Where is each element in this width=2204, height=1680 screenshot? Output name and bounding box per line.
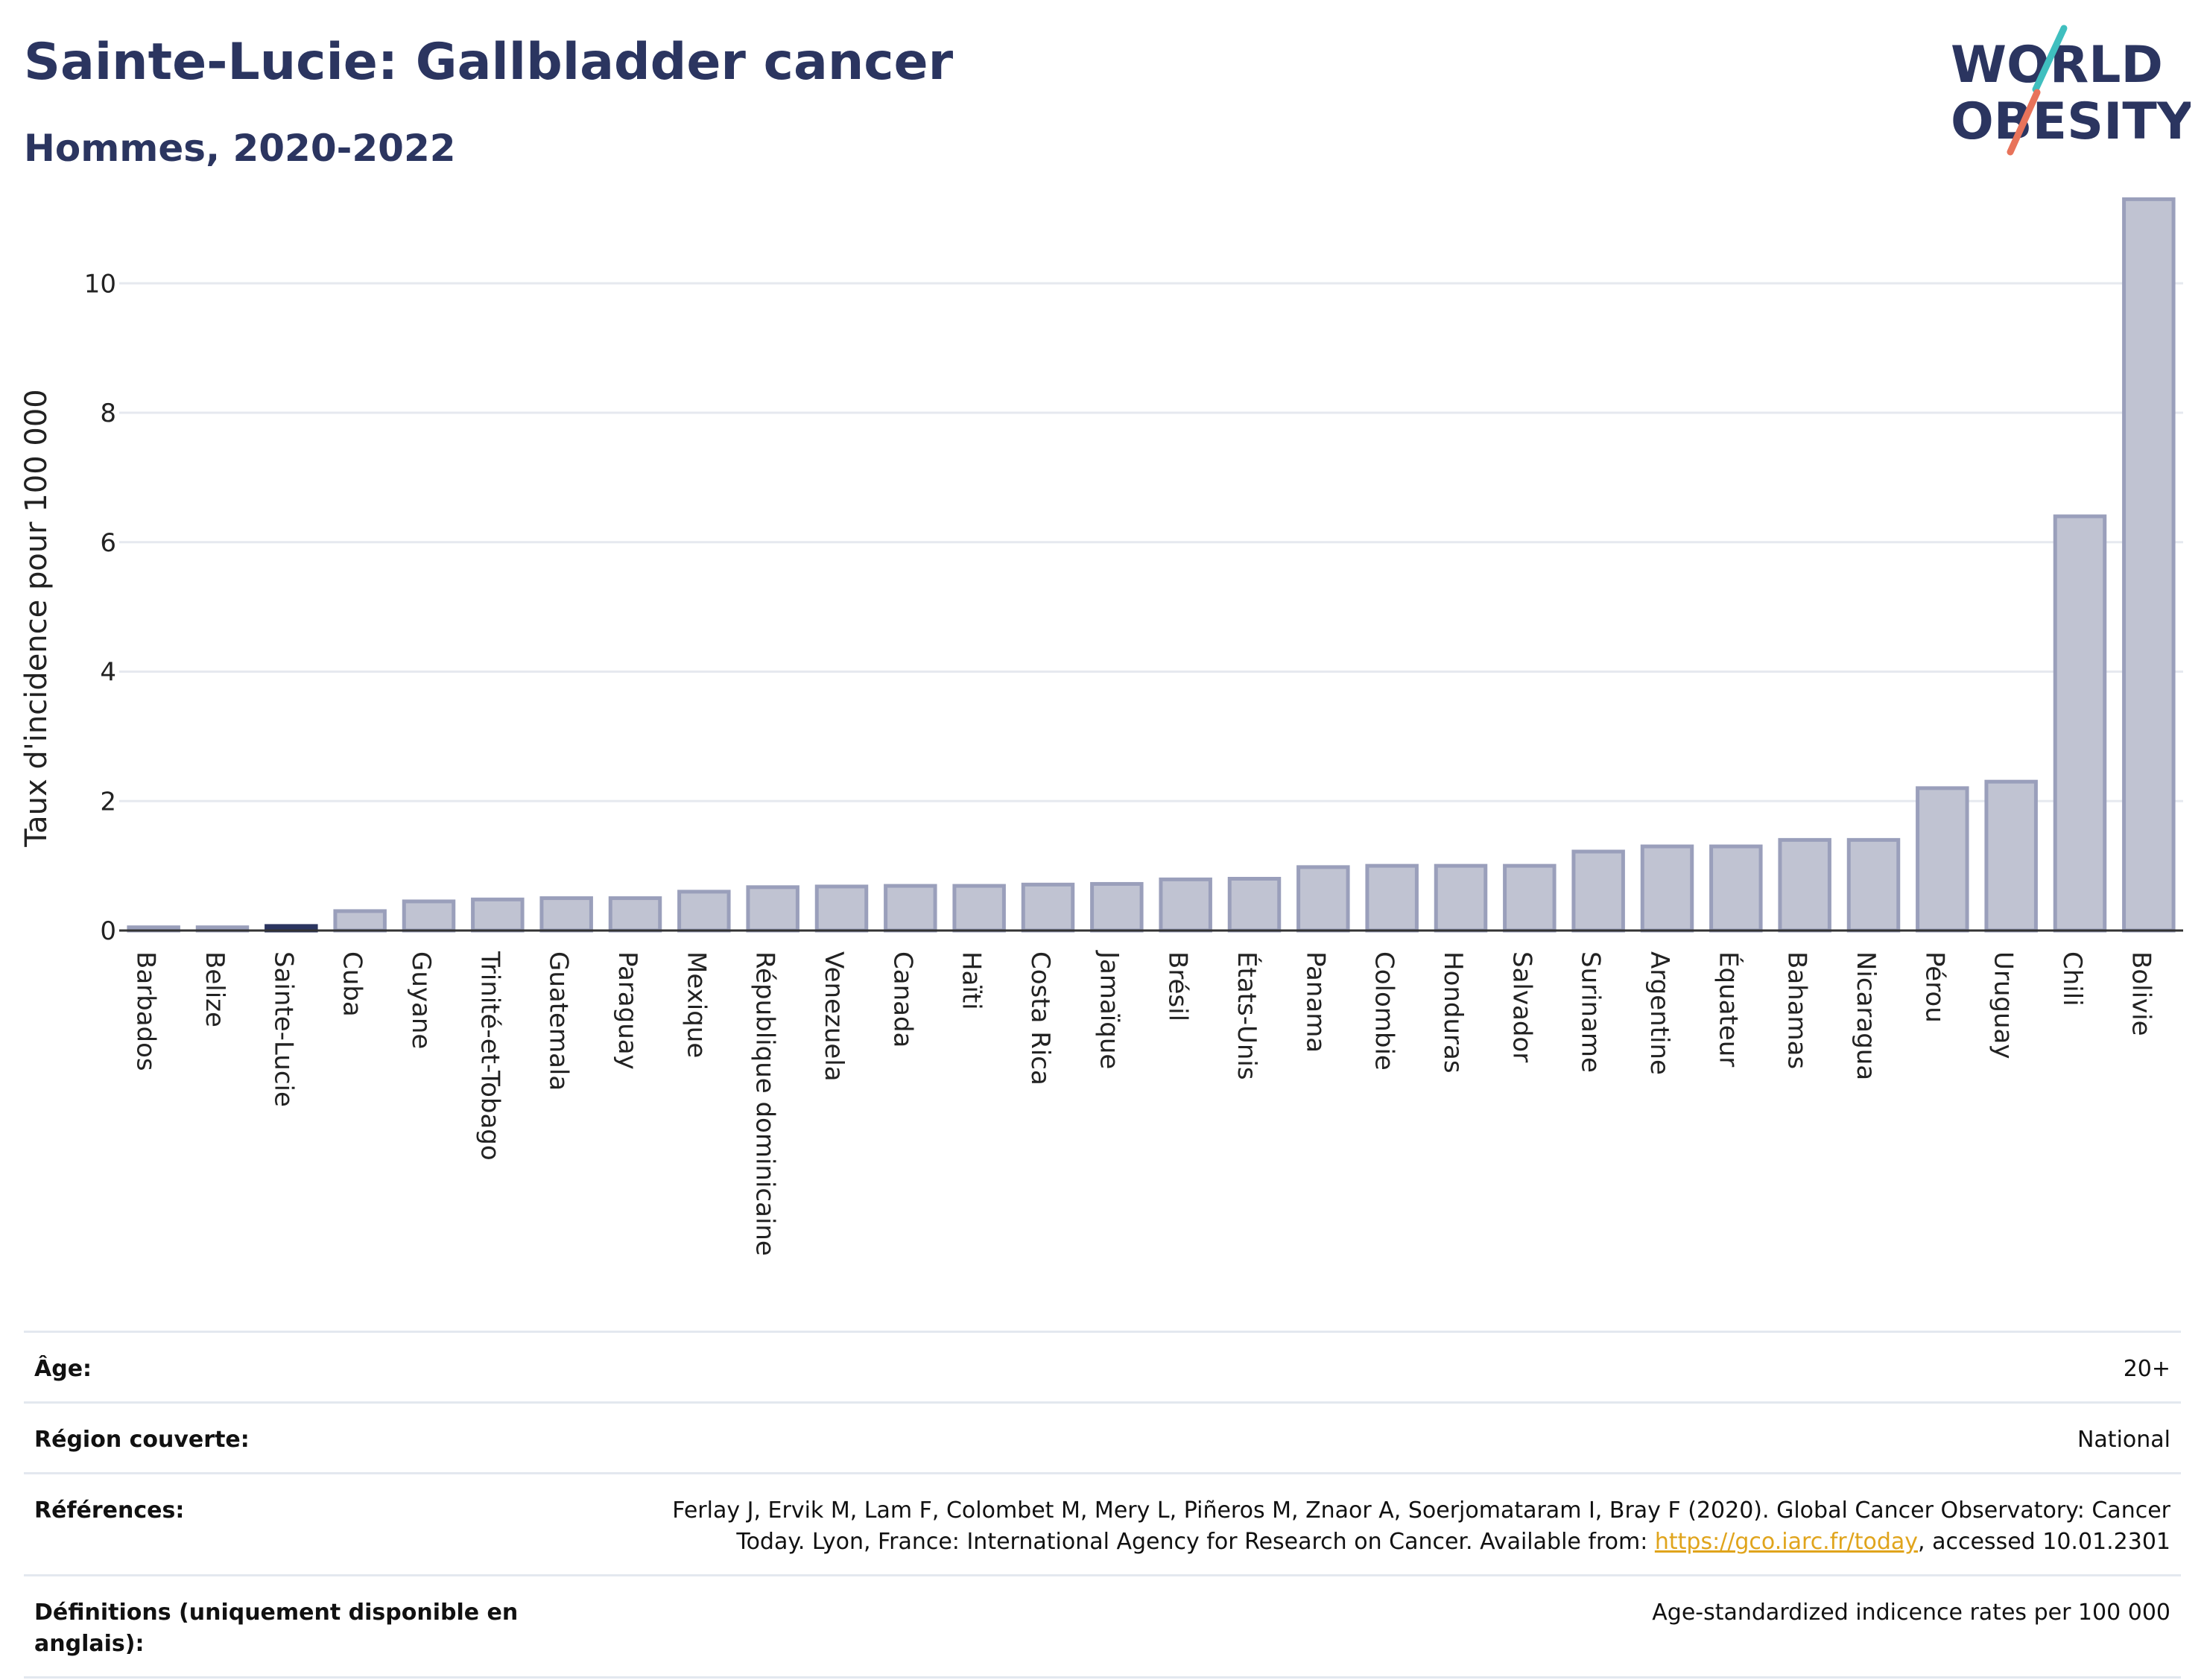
bar-24[interactable] [1778, 837, 1831, 933]
bar-20[interactable] [1503, 863, 1557, 933]
info-label-references: Références: [34, 1497, 185, 1524]
x-tick-label: Suriname [1576, 951, 1606, 1073]
bar-14[interactable] [1090, 881, 1144, 933]
x-tick-label: Trinité-et-Tobago [475, 951, 504, 1161]
bar-3[interactable] [333, 909, 387, 933]
info-row-age: Âge: 20+ [24, 1331, 2181, 1403]
page-subtitle: Hommes, 2020-2022 [24, 127, 456, 170]
x-tick-label: Bolivie [2126, 951, 2156, 1036]
logo-slash-teal [2032, 25, 2068, 93]
x-tick-label: Venezuela [819, 951, 849, 1082]
bar-28[interactable] [2053, 514, 2107, 933]
logo-line2: OBESITY [1951, 92, 2191, 151]
reference-text-line1: Ferlay J, Ervik M, Lam F, Colombet M, Me… [672, 1497, 2170, 1524]
info-row-definitions: Définitions (uniquement disponible en an… [24, 1575, 2181, 1678]
info-value-references: Ferlay J, Ervik M, Lam F, Colombet M, Me… [536, 1474, 2181, 1576]
reference-text-accessed: , accessed 10.01.2301 [1918, 1529, 2170, 1555]
x-tick-label: Mexique [681, 951, 711, 1058]
x-tick-label: Honduras [1438, 951, 1468, 1074]
y-tick-label: 6 [100, 528, 116, 558]
info-value-age: 20+ [2123, 1356, 2170, 1382]
page-title: Sainte-Lucie: Gallbladder cancer [24, 33, 954, 92]
bar-27[interactable] [1984, 779, 2038, 933]
bar-18[interactable] [1365, 863, 1419, 933]
x-tick-label: Guyane [406, 951, 436, 1049]
bar-25[interactable] [1846, 837, 1901, 933]
logo-slash-coral [2007, 89, 2041, 156]
bar-16[interactable] [1227, 877, 1282, 933]
y-tick-labels: 0 2 4 6 8 10 [84, 269, 116, 946]
bar-8[interactable] [677, 890, 731, 933]
y-tick-label: 2 [100, 787, 116, 817]
x-tick-label: Canada [887, 951, 917, 1047]
bar-13[interactable] [1021, 882, 1075, 933]
x-tick-label: Panama [1300, 951, 1330, 1053]
x-tick-label: Brésil [1163, 951, 1193, 1021]
bar-9[interactable] [746, 885, 799, 933]
bar-22[interactable] [1640, 844, 1694, 933]
bar-7[interactable] [608, 896, 662, 933]
bar-21[interactable] [1571, 849, 1625, 933]
x-tick-label: Costa Rica [1025, 951, 1055, 1085]
info-label-definitions: Définitions (uniquement disponible en an… [34, 1600, 519, 1657]
info-table: Âge: 20+ Région couverte: National Référ… [24, 1331, 2181, 1679]
bar-10[interactable] [814, 884, 869, 933]
info-row-references: Références: Ferlay J, Ervik M, Lam F, Co… [24, 1473, 2181, 1576]
bar-29[interactable] [2122, 197, 2176, 933]
x-tick-label: République dominicaine [750, 951, 780, 1256]
x-tick-label: Salvador [1507, 951, 1536, 1062]
x-tick-labels: Barbados Belize Sainte-Lucie Cuba Guyane Trin… [131, 950, 2156, 1256]
x-tick-label: Guatemala [544, 951, 574, 1091]
y-axis-title: Taux d'incidence pour 100 000 [19, 389, 54, 847]
x-tick-label: Paraguay [612, 951, 642, 1070]
grid-lines [119, 282, 2183, 802]
info-value-definitions: Age-standardized indicence rates per 100… [1652, 1600, 2170, 1626]
x-tick-label: Sainte-Lucie [268, 951, 298, 1107]
y-tick-label: 4 [100, 658, 116, 688]
bar-4[interactable] [402, 899, 456, 933]
x-tick-label: Chili [2057, 951, 2087, 1007]
reference-text-line2: Today. Lyon, France: International Agenc… [736, 1529, 1655, 1555]
bar-23[interactable] [1709, 844, 1763, 933]
bar-chart: 0 2 4 6 8 10 Barbados Belize Sainte-Lucie Cuba Gu… [19, 197, 2183, 1256]
bar-19[interactable] [1434, 863, 1488, 933]
x-tick-label: Argentine [1644, 951, 1674, 1075]
bar-11[interactable] [884, 884, 937, 933]
info-label-region: Région couverte: [34, 1427, 250, 1453]
x-tick-label: Haïti [957, 951, 987, 1010]
x-tick-label: Barbados [131, 951, 161, 1071]
reference-link[interactable]: https://gco.iarc.fr/today [1654, 1529, 1919, 1555]
x-tick-label: Bahamas [1782, 951, 1812, 1069]
y-tick-label: 8 [100, 399, 116, 428]
world-obesity-logo[interactable]: WORLD OBESITY [1937, 21, 2191, 162]
bar-6[interactable] [539, 896, 593, 933]
y-tick-label: 10 [84, 269, 116, 299]
x-tick-label: Pérou [1919, 951, 1949, 1023]
bar-26[interactable] [1916, 786, 1969, 933]
x-tick-label: Jamaïque [1094, 950, 1124, 1069]
bar-12[interactable] [952, 884, 1006, 933]
x-tick-label: Uruguay [1989, 951, 2018, 1059]
x-tick-label: États-Unis [1232, 951, 1262, 1080]
bar-17[interactable] [1296, 865, 1350, 933]
x-tick-label: Belize [200, 951, 229, 1027]
x-tick-label: Nicaragua [1851, 951, 1881, 1080]
y-tick-label: 0 [100, 916, 116, 946]
x-tick-label: Équateur [1713, 951, 1744, 1067]
x-tick-label: Cuba [338, 951, 367, 1017]
bar-5[interactable] [471, 897, 525, 933]
info-value-region: National [2077, 1427, 2170, 1453]
bars [127, 197, 2176, 933]
info-row-region: Région couverte: National [24, 1402, 2181, 1474]
x-tick-label: Colombie [1369, 951, 1399, 1071]
bar-15[interactable] [1159, 877, 1212, 933]
info-label-age: Âge: [34, 1356, 92, 1382]
